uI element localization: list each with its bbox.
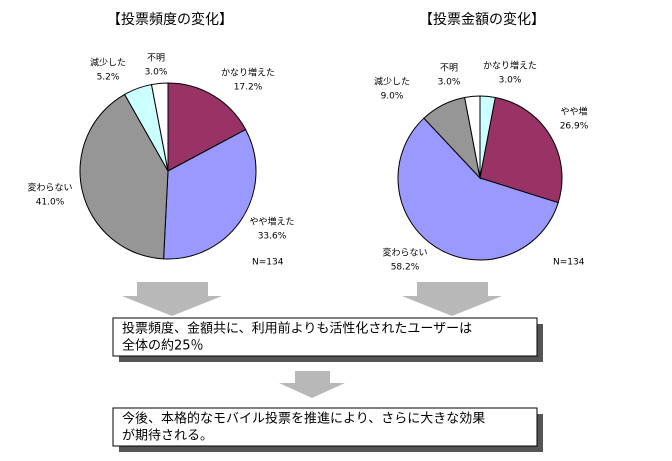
annotation: N=134: [252, 258, 284, 268]
chart-title: 【投票金額の変化】: [419, 11, 545, 28]
value-label: 17.2%: [234, 83, 263, 93]
slice-label: やや増えた: [249, 216, 294, 228]
annotation: N=134: [553, 258, 585, 268]
slice-label: 変わらない: [382, 247, 427, 259]
value-label: 5.2%: [97, 73, 120, 83]
value-label: 41.0%: [36, 198, 65, 208]
arrow: [122, 282, 222, 316]
slice-label: 変わらない: [27, 182, 72, 194]
slice-label: かなり増えた: [483, 60, 537, 72]
outlook-text: が期待される。: [122, 429, 213, 444]
arrow: [279, 371, 345, 398]
pie-slice: [167, 82, 247, 172]
pie-slice: [479, 96, 563, 204]
slice-label: 減少した: [374, 76, 410, 88]
pie-slice: [397, 117, 559, 261]
value-label: 3.0%: [438, 78, 461, 88]
value-label: 3.0%: [145, 68, 168, 78]
outlook-box: [112, 407, 538, 447]
pie-slice: [150, 82, 169, 172]
value-label: 58.2%: [391, 263, 420, 273]
slice-label: 不明: [147, 53, 165, 64]
pie-slice: [79, 93, 169, 260]
pie-slice: [464, 95, 481, 179]
outlook-text: 今後、本格的なモバイル投票を推進により、さらに大きな効果: [122, 411, 485, 427]
value-label: 33.6%: [258, 232, 287, 242]
summary-text: 投票頻度、金額共に、利用前よりも活性化されたユーザーは: [122, 321, 472, 337]
value-label: 26.9%: [560, 122, 589, 132]
arrow: [402, 282, 502, 316]
slice-label: 不明: [440, 63, 458, 74]
slice-label: かなり増えた: [221, 67, 275, 79]
chart-title: 【投票頻度の変化】: [107, 11, 233, 28]
slice-label: 減少した: [90, 57, 126, 69]
value-label: 3.0%: [499, 76, 522, 86]
summary-text: 全体の約25％: [122, 338, 204, 354]
value-label: 9.0%: [381, 92, 404, 102]
slice-label: やや増: [560, 106, 587, 118]
pie-slice: [163, 128, 257, 260]
summary-box: [112, 317, 538, 357]
